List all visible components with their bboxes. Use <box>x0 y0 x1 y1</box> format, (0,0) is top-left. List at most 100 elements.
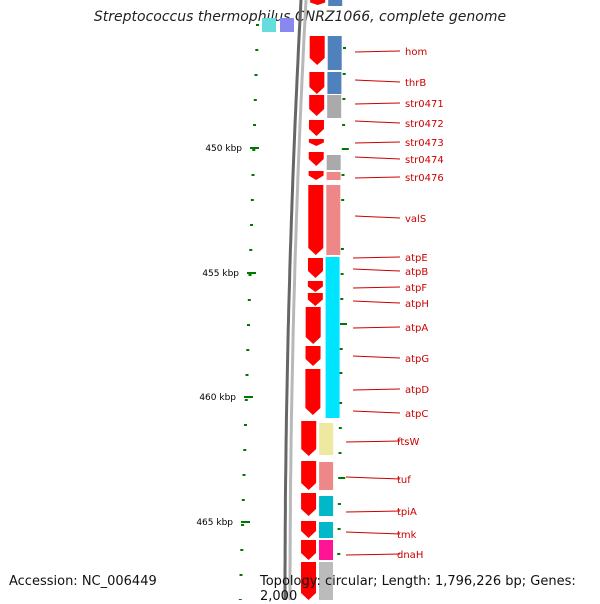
major-tick <box>241 521 250 523</box>
minor-tick <box>244 424 247 426</box>
cds-arrow <box>309 95 325 116</box>
minor-tick <box>243 449 247 451</box>
cds-arrow <box>305 307 321 344</box>
cds-arrow <box>301 461 317 490</box>
gene-label: atpC <box>405 409 428 420</box>
minor-tick <box>252 149 256 151</box>
gene-leader <box>354 79 401 83</box>
cds-arrow <box>305 346 321 366</box>
right-tick <box>341 174 345 176</box>
gene-leader <box>345 531 401 535</box>
gene-leader <box>352 326 401 329</box>
gene-label: str0472 <box>405 119 444 130</box>
minor-tick <box>247 324 250 326</box>
minor-tick <box>247 299 251 301</box>
major-tick <box>250 147 259 149</box>
gene-leader <box>345 510 401 513</box>
gene-leader <box>345 476 401 480</box>
minor-tick <box>248 274 252 276</box>
gene-leader <box>354 176 401 179</box>
right-tick <box>342 98 346 100</box>
cog-segment <box>319 562 333 600</box>
gene-label: atpG <box>405 354 429 365</box>
minor-tick <box>250 224 253 226</box>
major-tick <box>247 272 256 274</box>
cog-segment <box>319 540 333 560</box>
cds-arrow <box>307 293 323 306</box>
tick-label: 465 kbp <box>196 518 233 528</box>
gene-label: str0471 <box>405 99 444 110</box>
right-tick <box>337 528 341 530</box>
gene-label: atpB <box>405 267 428 278</box>
gene-label: atpE <box>405 253 428 264</box>
gene-label: str0476 <box>405 173 444 184</box>
right-tick <box>340 298 344 300</box>
gene-leader <box>352 355 401 359</box>
backbone-outer <box>283 0 303 600</box>
right-tick <box>341 199 345 201</box>
gene-leader <box>354 102 401 105</box>
gene-label: tmk <box>397 530 417 541</box>
right-tick <box>342 73 346 75</box>
cds-arrow <box>308 120 324 136</box>
cds-arrow <box>308 185 324 255</box>
gene-leader <box>352 268 401 272</box>
gene-label: thrB <box>405 78 426 89</box>
minor-tick <box>249 249 253 251</box>
cds-arrow <box>308 171 324 180</box>
cog-segment <box>326 185 341 255</box>
gene-label: str0473 <box>405 138 444 149</box>
minor-tick <box>240 549 244 551</box>
cog-segment <box>327 95 342 118</box>
right-tick <box>339 372 343 374</box>
cds-arrow <box>308 139 324 146</box>
gene-leader <box>354 50 401 53</box>
minor-tick <box>242 474 246 476</box>
cds-arrow <box>305 369 321 415</box>
right-tick <box>342 124 346 126</box>
minor-tick <box>253 99 257 101</box>
cds-arrow <box>301 562 317 600</box>
cog-segment <box>319 522 333 538</box>
minor-tick <box>239 574 243 576</box>
cog-segment <box>319 462 334 490</box>
cds-arrow <box>307 281 323 292</box>
cds-arrow <box>310 0 326 5</box>
backbone-inner <box>288 0 308 600</box>
cds-arrow <box>301 521 317 538</box>
gene-leader <box>354 120 401 124</box>
cog-segment <box>325 257 340 418</box>
right-tick <box>338 452 342 454</box>
gene-label: tpiA <box>397 507 417 518</box>
right-tick <box>340 248 344 250</box>
cds-arrow <box>307 258 323 278</box>
gene-label: tuf <box>397 475 411 486</box>
cog-segment <box>319 496 334 516</box>
gene-label: hom <box>405 47 427 58</box>
right-tick <box>339 348 343 350</box>
cog-segment <box>319 423 334 455</box>
right-tick <box>341 148 349 150</box>
minor-tick <box>250 199 254 201</box>
cog-segment <box>326 172 341 180</box>
gene-leader <box>354 215 401 219</box>
gene-label: ftsW <box>397 437 419 448</box>
minor-tick <box>246 349 250 351</box>
cog-segment <box>327 36 342 70</box>
minor-tick <box>245 374 249 376</box>
minor-tick <box>256 24 259 26</box>
gene-leader <box>352 410 401 414</box>
minor-tick <box>251 174 255 176</box>
tick-label: 450 kbp <box>205 144 242 154</box>
major-tick <box>244 396 253 398</box>
tick-label: 460 kbp <box>199 393 236 403</box>
cds-arrow <box>301 493 317 516</box>
right-tick <box>337 553 341 555</box>
minor-tick <box>253 124 256 126</box>
cog-segment <box>280 18 294 32</box>
cog-segment <box>328 0 343 6</box>
cds-arrow <box>301 421 317 456</box>
gene-leader <box>354 141 401 144</box>
right-tick <box>340 323 347 325</box>
